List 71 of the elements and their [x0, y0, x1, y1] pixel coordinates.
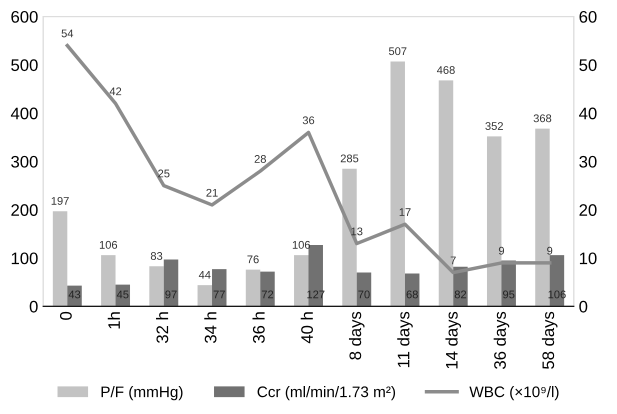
data-label: 97	[165, 290, 177, 298]
y-tick-label: 0	[30, 300, 38, 313]
data-label: 45	[116, 290, 128, 298]
bar	[294, 255, 308, 306]
data-label: 95	[503, 290, 514, 298]
y-tick-label: 300	[11, 156, 38, 168]
x-tick-label: 36 h	[252, 312, 265, 344]
y-tick-label: 100	[12, 252, 38, 264]
data-label: 9	[498, 246, 504, 255]
bar	[52, 211, 68, 306]
data-label: 468	[436, 66, 455, 74]
bar	[198, 285, 212, 306]
data-label: 507	[388, 47, 406, 56]
bar	[101, 255, 116, 306]
data-label: 54	[62, 30, 74, 38]
y-tick-label: 200	[11, 204, 38, 216]
data-label: 17	[400, 208, 411, 216]
data-label: 9	[547, 246, 552, 255]
data-label: 72	[262, 290, 274, 298]
x-tick-label: 36 days	[494, 312, 510, 369]
data-label: 13	[351, 227, 362, 236]
y2-tick-label: 30	[579, 156, 597, 168]
data-label: 42	[110, 87, 122, 96]
data-label: 21	[206, 188, 218, 197]
legend-label: Ccr (ml/min/1.73 m²)	[258, 386, 396, 400]
data-label: 83	[150, 252, 162, 260]
bar	[149, 266, 164, 306]
x-tick-label: 11 days	[397, 312, 413, 368]
y2-tick-label: 10	[580, 252, 597, 264]
data-label: 43	[68, 290, 80, 298]
y2-tick-label: 0	[579, 300, 588, 313]
data-label: 44	[198, 270, 211, 279]
x-tick-label: 32 h	[156, 312, 168, 344]
data-label: 77	[214, 290, 225, 298]
x-tick-label: 8 days	[348, 312, 365, 360]
y2-tick-label: 50	[579, 59, 597, 72]
x-tick-label: 0	[60, 312, 72, 320]
bar	[404, 274, 420, 306]
data-label: 285	[340, 154, 358, 162]
y-tick-label: 600	[11, 10, 38, 23]
data-label: 106	[100, 240, 118, 249]
data-label: 197	[52, 196, 69, 205]
data-label: 368	[534, 114, 552, 122]
legend-label: P/F (mmHg)	[102, 386, 183, 400]
bar	[308, 245, 323, 306]
y-tick-label: 400	[10, 108, 38, 120]
bar	[164, 260, 178, 306]
data-label: 25	[158, 170, 170, 178]
x-tick-label: 1h	[108, 312, 120, 328]
y2-tick-label: 60	[580, 10, 597, 23]
x-tick-label: 34 h	[204, 312, 216, 344]
bar	[246, 270, 260, 306]
data-label: 70	[358, 290, 370, 298]
legend-label: WBC (×10⁹/l)	[469, 386, 559, 400]
y2-tick-label: 40	[579, 108, 597, 120]
data-label: 76	[247, 255, 259, 264]
data-label: 352	[485, 122, 503, 130]
data-label: 82	[454, 290, 466, 298]
y-tick-label: 500	[11, 59, 38, 72]
data-label: 106	[292, 240, 310, 249]
x-tick-label: 58 days	[542, 312, 558, 369]
data-label: 7	[450, 256, 456, 264]
data-label: 28	[254, 155, 266, 163]
y2-tick-label: 20	[580, 204, 597, 216]
x-tick-label: 14 days	[445, 312, 461, 368]
data-label: 36	[302, 116, 314, 124]
data-label: 68	[406, 290, 418, 298]
bar	[356, 272, 372, 306]
bar	[212, 269, 226, 306]
x-tick-label: 40 h	[300, 312, 313, 344]
bar	[260, 272, 275, 306]
